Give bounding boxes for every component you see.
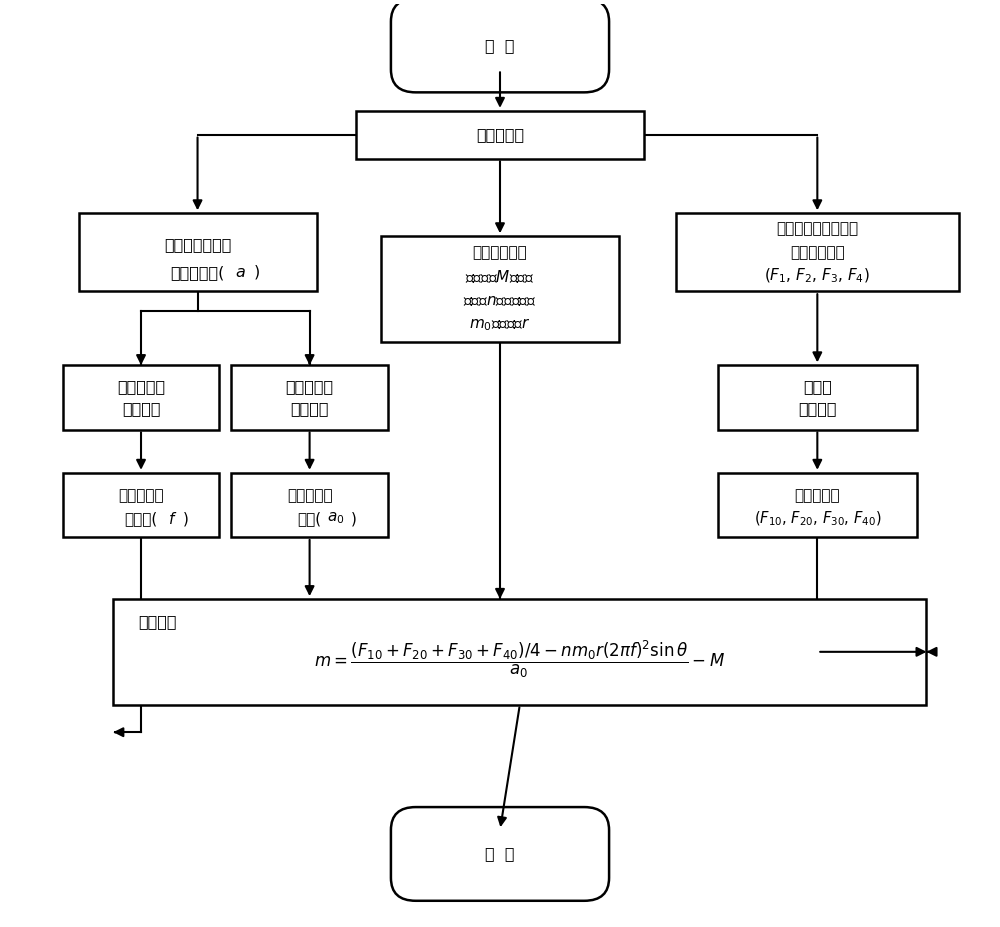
Text: 生产商提供：: 生产商提供：: [473, 246, 527, 260]
Text: 地面的力信号: 地面的力信号: [790, 245, 845, 260]
Text: 处理量：: 处理量：: [138, 615, 177, 629]
Text: ): ): [183, 511, 189, 527]
FancyBboxPatch shape: [113, 599, 926, 705]
FancyBboxPatch shape: [381, 236, 619, 342]
Text: 大型振动筛: 大型振动筛: [476, 127, 524, 142]
Text: ): ): [351, 511, 357, 527]
Text: 块组数$n$、偏心质量: 块组数$n$、偏心质量: [463, 294, 537, 309]
Text: 四组隔振弹簧传递到: 四组隔振弹簧传递到: [776, 221, 858, 235]
Text: 加速度信号
频域分析: 加速度信号 频域分析: [117, 379, 165, 416]
Text: 主频率(: 主频率(: [124, 511, 158, 527]
Text: 筛体竖直方向的: 筛体竖直方向的: [164, 237, 231, 252]
Text: ): ): [254, 265, 260, 280]
FancyBboxPatch shape: [356, 110, 644, 159]
FancyBboxPatch shape: [718, 365, 916, 429]
Text: ($F_1$, $F_2$, $F_3$, $F_4$): ($F_1$, $F_2$, $F_3$, $F_4$): [764, 267, 870, 286]
Text: $m = \dfrac{(F_{10}+F_{20}+F_{30}+F_{40})/4-nm_0r(2\pi f)^2\sin\theta}{a_0} - M$: $m = \dfrac{(F_{10}+F_{20}+F_{30}+F_{40}…: [314, 639, 725, 679]
Text: 结  束: 结 束: [485, 846, 515, 861]
FancyBboxPatch shape: [391, 0, 609, 93]
Text: $a_0$: $a_0$: [327, 511, 345, 527]
FancyBboxPatch shape: [63, 365, 219, 429]
Text: 加速度信号: 加速度信号: [118, 489, 164, 503]
Text: 加速度信号
时域分析: 加速度信号 时域分析: [286, 379, 334, 416]
Text: 加速度信号: 加速度信号: [287, 489, 332, 503]
Text: 筛体质量$M$、偏心: 筛体质量$M$、偏心: [465, 269, 535, 286]
Text: $f$: $f$: [168, 511, 177, 527]
Text: $m_0$和偏心距$r$: $m_0$和偏心距$r$: [469, 316, 531, 333]
FancyBboxPatch shape: [231, 365, 388, 429]
FancyBboxPatch shape: [718, 473, 916, 537]
FancyBboxPatch shape: [676, 213, 959, 291]
Text: 幅值(: 幅值(: [298, 511, 322, 527]
Text: $a$: $a$: [235, 265, 246, 280]
Text: 力信号
时域分析: 力信号 时域分析: [798, 379, 837, 416]
Text: ($F_{10}$, $F_{20}$, $F_{30}$, $F_{40}$): ($F_{10}$, $F_{20}$, $F_{30}$, $F_{40}$): [754, 510, 881, 527]
FancyBboxPatch shape: [63, 473, 219, 537]
Text: 开  始: 开 始: [485, 38, 515, 53]
FancyBboxPatch shape: [231, 473, 388, 537]
FancyBboxPatch shape: [391, 807, 609, 901]
Text: 加速度信号(: 加速度信号(: [170, 265, 225, 280]
Text: 力信号幅值: 力信号幅值: [795, 489, 840, 503]
FancyBboxPatch shape: [79, 213, 317, 291]
